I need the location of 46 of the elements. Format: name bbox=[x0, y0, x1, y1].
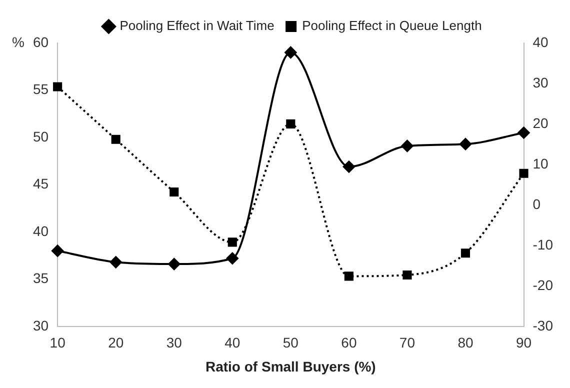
y-tick-label: 30 bbox=[32, 317, 49, 334]
legend-label: Pooling Effect in Queue Length bbox=[302, 18, 482, 34]
y2-tick-label: -30 bbox=[532, 317, 554, 334]
point bbox=[342, 160, 355, 173]
point bbox=[284, 46, 297, 58]
y-tick-label: 40 bbox=[32, 222, 49, 239]
point bbox=[53, 82, 62, 92]
point bbox=[519, 168, 528, 178]
point bbox=[459, 138, 472, 150]
point bbox=[110, 256, 122, 268]
x-tick-label: 50 bbox=[282, 334, 299, 351]
point bbox=[111, 134, 120, 144]
y-tick-label: 35 bbox=[32, 270, 49, 286]
x-axis-title: Ratio of Small Buyers (%) bbox=[205, 358, 376, 374]
point bbox=[226, 252, 238, 264]
point bbox=[401, 140, 414, 152]
y-axis-title: % bbox=[12, 34, 24, 50]
y2-tick-label: 20 bbox=[532, 114, 549, 131]
x-tick-label: 30 bbox=[166, 334, 182, 351]
point bbox=[344, 272, 354, 281]
point bbox=[460, 248, 470, 258]
x-tick-label: 40 bbox=[224, 334, 240, 351]
y2-tick-label: -10 bbox=[532, 236, 554, 252]
y2-tick-label: 30 bbox=[532, 74, 549, 90]
point bbox=[518, 126, 530, 139]
x-tick-label: 90 bbox=[516, 334, 532, 351]
y2-tick-label: -20 bbox=[532, 276, 554, 293]
point bbox=[286, 119, 296, 129]
legend-label: Pooling Effect in Wait Time bbox=[120, 18, 274, 34]
x-tick-label: 60 bbox=[341, 334, 357, 351]
y-tick-label: 60 bbox=[32, 34, 49, 50]
point bbox=[168, 258, 180, 270]
point bbox=[228, 238, 237, 247]
y2-tick-label: 0 bbox=[532, 196, 541, 212]
x-tick-label: 20 bbox=[108, 334, 124, 351]
x-tick-label: 10 bbox=[50, 334, 66, 351]
y-tick-label: 50 bbox=[32, 128, 49, 144]
y2-tick-label: 10 bbox=[532, 155, 549, 172]
point bbox=[52, 244, 64, 257]
point bbox=[170, 187, 179, 197]
x-tick-label: 70 bbox=[399, 334, 416, 351]
point bbox=[402, 270, 412, 280]
y2-tick-label: 40 bbox=[532, 34, 549, 50]
y-tick-label: 45 bbox=[32, 176, 49, 192]
y-tick-label: 55 bbox=[32, 81, 49, 98]
x-tick-label: 80 bbox=[458, 334, 474, 351]
